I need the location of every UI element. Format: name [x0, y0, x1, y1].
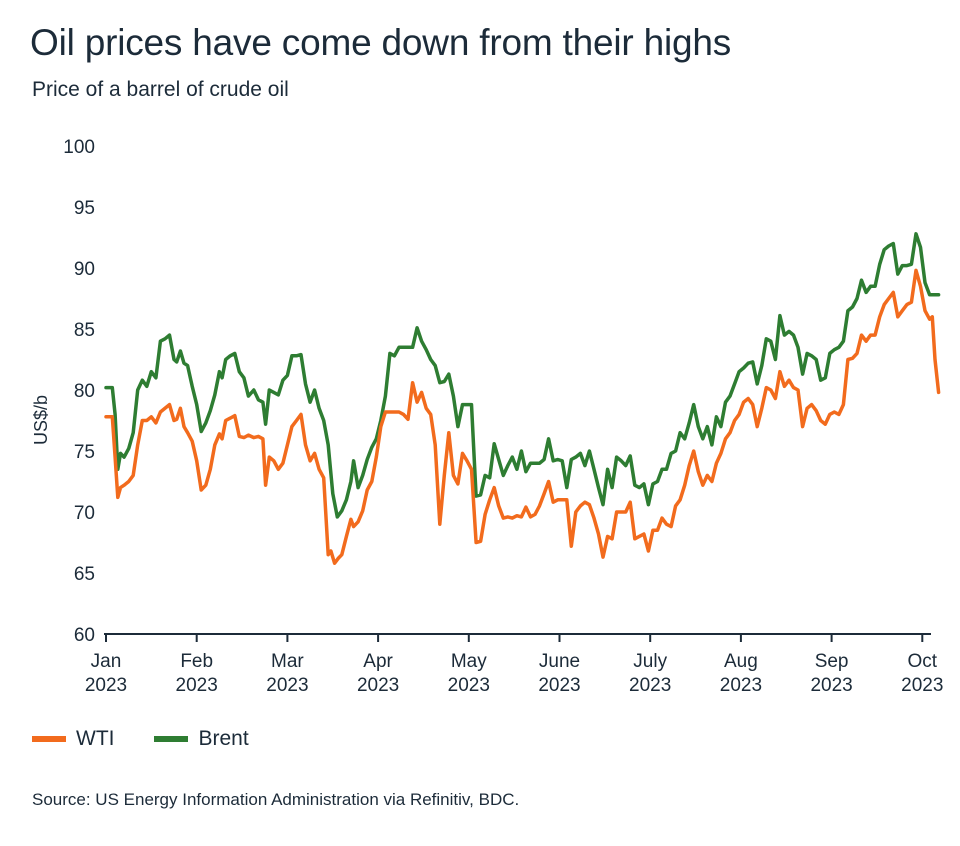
- chart-title: Oil prices have come down from their hig…: [30, 22, 732, 63]
- x-tick-label-month: Mar: [271, 651, 304, 672]
- x-tick-label-month: Jan: [91, 651, 122, 672]
- y-tick-label: 60: [74, 625, 95, 646]
- x-tick-label-year: 2023: [538, 675, 580, 696]
- x-tick-label-year: 2023: [176, 675, 218, 696]
- series-lines: [104, 232, 941, 565]
- x-tick-label-month: Feb: [180, 651, 213, 672]
- y-tick-label: 75: [74, 442, 95, 463]
- x-tick-label-year: 2023: [448, 675, 490, 696]
- legend: WTI Brent: [32, 727, 249, 751]
- x-tick-label-month: July: [633, 651, 667, 672]
- x-tick-label-year: 2023: [629, 675, 671, 696]
- legend-label-wti: WTI: [76, 727, 115, 750]
- y-tick-label: 95: [74, 198, 95, 219]
- legend-item-wti: WTI: [32, 727, 114, 751]
- y-tick-label: 85: [74, 320, 95, 341]
- legend-item-brent: Brent: [154, 727, 249, 751]
- x-tick-label-year: 2023: [810, 675, 852, 696]
- series-line-brent: [104, 232, 941, 519]
- y-axis-ticks: 60 65 70 75 80 85 90 95 100: [63, 137, 95, 646]
- y-tick-label: 100: [63, 137, 95, 158]
- x-axis-ticks: Jan 2023 Feb 2023 Mar 2023 Apr 2023 May 2023 June 2…: [85, 634, 943, 696]
- y-tick-label: 80: [74, 381, 95, 402]
- legend-swatch-wti: [32, 736, 66, 742]
- y-tick-label: 90: [74, 259, 95, 280]
- legend-label-brent: Brent: [198, 727, 249, 750]
- y-axis-title: US$/b: [31, 395, 51, 445]
- line-chart: 60 65 70 75 80 85 90 95 100 US$/b Jan 2023 Feb 2023…: [31, 137, 943, 696]
- x-tick-label-year: 2023: [720, 675, 762, 696]
- y-tick-label: 65: [74, 564, 95, 585]
- x-tick-label-year: 2023: [266, 675, 308, 696]
- legend-swatch-brent: [154, 736, 189, 742]
- x-tick-label-month: Sep: [815, 651, 849, 672]
- y-tick-label: 70: [74, 503, 95, 524]
- x-tick-label-month: Apr: [363, 651, 393, 672]
- x-tick-label-month: May: [451, 651, 487, 672]
- x-tick-label-month: Aug: [724, 651, 758, 672]
- x-tick-label-year: 2023: [85, 675, 127, 696]
- x-tick-label-month: June: [539, 651, 580, 672]
- x-tick-label-year: 2023: [901, 675, 943, 696]
- x-tick-label-year: 2023: [357, 675, 399, 696]
- source-note: Source: US Energy Information Administra…: [32, 790, 520, 809]
- series-line-wti: [104, 268, 941, 565]
- chart-subtitle: Price of a barrel of crude oil: [32, 78, 289, 101]
- x-tick-label-month: Oct: [908, 651, 938, 672]
